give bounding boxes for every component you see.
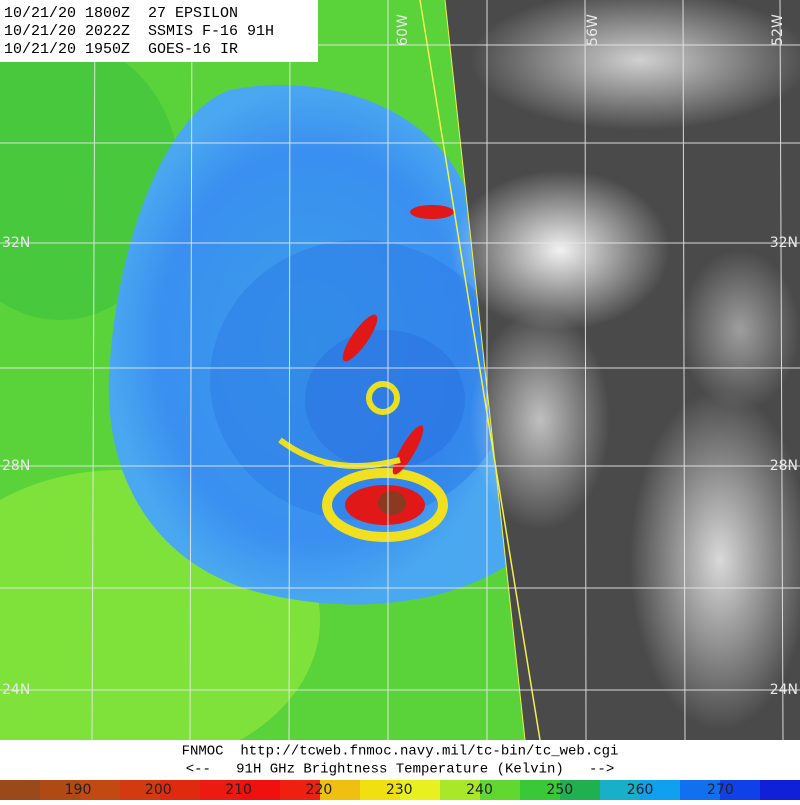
colorbar-segment [240,780,280,800]
colorbar-label: 200 [145,782,172,798]
colorbar-segment [600,780,640,800]
colorbar-label: 220 [306,782,333,798]
colorbar-label: 260 [627,782,654,798]
colorbar: 190 200 210 220 230 240 250 260 270 [0,780,800,800]
colorbar-label: 250 [546,782,573,798]
colorbar-segment [120,780,160,800]
lon-label: 60W [395,14,411,46]
colorbar-segment [720,780,760,800]
header-line: 10/21/20 2022Z SSMIS F-16 91H [4,23,274,40]
lat-label: 32N [2,235,30,251]
colorbar-segment [360,780,400,800]
colorbar-label: 230 [386,782,413,798]
colorbar-segment [320,780,360,800]
colorbar-segment [760,780,800,800]
footer-line: FNMOC http://tcweb.fnmoc.navy.mil/tc-bin… [182,744,619,760]
colorbar-segment [0,780,40,800]
lon-label: 52W [770,14,786,46]
lat-label: 24N [770,682,798,698]
lat-label: 24N [2,682,30,698]
colorbar-segment [480,780,520,800]
header-line: 10/21/20 1950Z GOES-16 IR [4,41,238,58]
colorbar-label: 210 [225,782,252,798]
colorbar-segment [280,780,320,800]
footer-line: <-- 91H GHz Brightness Temperature (Kelv… [186,762,614,778]
colorbar-label: 240 [466,782,493,798]
colorbar-segment [560,780,600,800]
colorbar-segment [440,780,480,800]
colorbar-segment [640,780,680,800]
header-line: 10/21/20 1800Z 27 EPSILON [4,5,238,22]
colorbar-segment [520,780,560,800]
colorbar-segment [400,780,440,800]
lon-label: 56W [585,14,601,46]
image-area: 60W 56W 52W 32N 32N 28N 28N 24N 24N [0,0,800,770]
lat-label: 28N [2,458,30,474]
colorbar-segment [40,780,80,800]
header-box: 10/21/20 1800Z 27 EPSILON 10/21/20 2022Z… [0,0,318,62]
colorbar-label: 270 [707,782,734,798]
colorbar-segment [200,780,240,800]
colorbar-label: 190 [65,782,92,798]
lat-lon-grid [0,0,800,741]
lat-label: 32N [770,235,798,251]
colorbar-segment [80,780,120,800]
lat-label: 28N [770,458,798,474]
colorbar-segment [680,780,720,800]
footer: FNMOC http://tcweb.fnmoc.navy.mil/tc-bin… [0,740,800,780]
colorbar-segment [160,780,200,800]
